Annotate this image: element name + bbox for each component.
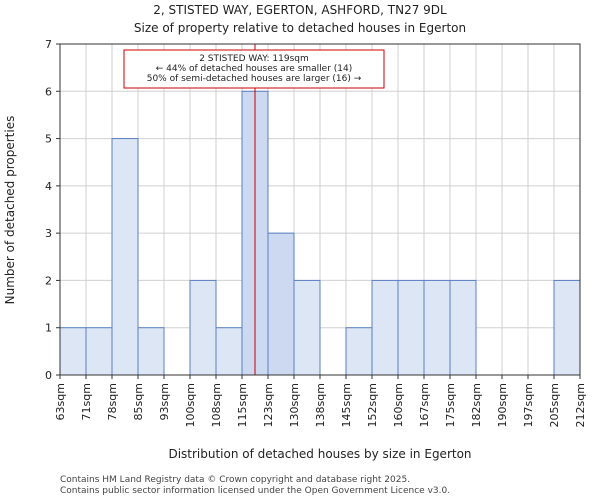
bar-175sqm <box>449 279 477 376</box>
footer-line-1: Contains HM Land Registry data © Crown c… <box>60 475 410 485</box>
bar-108sqm <box>215 327 243 376</box>
annotation-box: 2 STISTED WAY: 119sqm ← 44% of detached … <box>123 49 385 89</box>
bar-130sqm <box>293 279 321 376</box>
y-tick-label: 2 <box>45 274 52 287</box>
y-tick-label: 4 <box>45 180 52 193</box>
footer-line-2: Contains public sector information licen… <box>60 486 450 496</box>
bar-71sqm <box>85 327 113 376</box>
x-axis: 63sqm 71sqm 78sqm 85sqm 93sqm 100sqm 108sqm 115… <box>54 375 587 427</box>
x-tick-label: 71sqm <box>80 383 93 420</box>
x-tick-label: 123sqm <box>262 383 275 427</box>
bar-100sqm <box>189 279 217 376</box>
x-tick-label: 108sqm <box>210 383 223 427</box>
bar-152sqm <box>371 279 399 376</box>
x-tick-label: 152sqm <box>366 383 379 427</box>
y-axis-title: Number of detached properties <box>3 116 17 305</box>
y-tick-label: 0 <box>45 369 52 382</box>
x-tick-label: 85sqm <box>132 383 145 420</box>
x-tick-label: 138sqm <box>314 383 327 427</box>
x-tick-label: 167sqm <box>418 383 431 427</box>
y-tick-label: 7 <box>45 38 52 51</box>
x-tick-label: 93sqm <box>158 383 171 420</box>
x-tick-label: 175sqm <box>444 383 457 427</box>
bar-145sqm <box>345 327 373 376</box>
chart-title: 2, STISTED WAY, EGERTON, ASHFORD, TN27 9… <box>153 3 447 17</box>
annotation-line-1: 2 STISTED WAY: 119sqm <box>199 54 309 64</box>
bar-85sqm <box>137 327 165 376</box>
x-tick-label: 190sqm <box>496 383 509 427</box>
annotation-line-2: ← 44% of detached houses are smaller (14… <box>156 64 353 74</box>
x-axis-title: Distribution of detached houses by size … <box>168 447 471 461</box>
bar-123sqm <box>267 232 295 376</box>
x-tick-label: 197sqm <box>522 383 535 427</box>
annotation-border <box>123 49 385 89</box>
x-tick-label: 182sqm <box>470 383 483 427</box>
bar-78sqm <box>111 138 139 376</box>
y-tick-label: 3 <box>45 227 52 240</box>
bar-160sqm <box>397 279 425 376</box>
bar-205sqm <box>553 279 581 376</box>
x-tick-label: 100sqm <box>184 383 197 427</box>
chart-subtitle: Size of property relative to detached ho… <box>134 21 466 35</box>
bar-63sqm <box>59 327 87 376</box>
x-tick-label: 160sqm <box>392 383 405 427</box>
bar-167sqm <box>423 279 451 376</box>
y-tick-label: 1 <box>45 322 52 335</box>
x-tick-label: 145sqm <box>340 383 353 427</box>
annotation-line-3: 50% of semi-detached houses are larger (… <box>147 74 362 84</box>
x-tick-label: 115sqm <box>236 383 249 427</box>
y-tick-label: 5 <box>45 133 52 146</box>
x-tick-label: 78sqm <box>106 383 119 420</box>
x-tick-label: 63sqm <box>54 383 67 420</box>
y-tick-label: 6 <box>45 85 52 98</box>
x-tick-label: 212sqm <box>574 383 587 427</box>
x-tick-label: 130sqm <box>288 383 301 427</box>
x-tick-label: 205sqm <box>548 383 561 427</box>
y-axis: 0 1 2 3 4 5 6 7 <box>45 38 60 382</box>
